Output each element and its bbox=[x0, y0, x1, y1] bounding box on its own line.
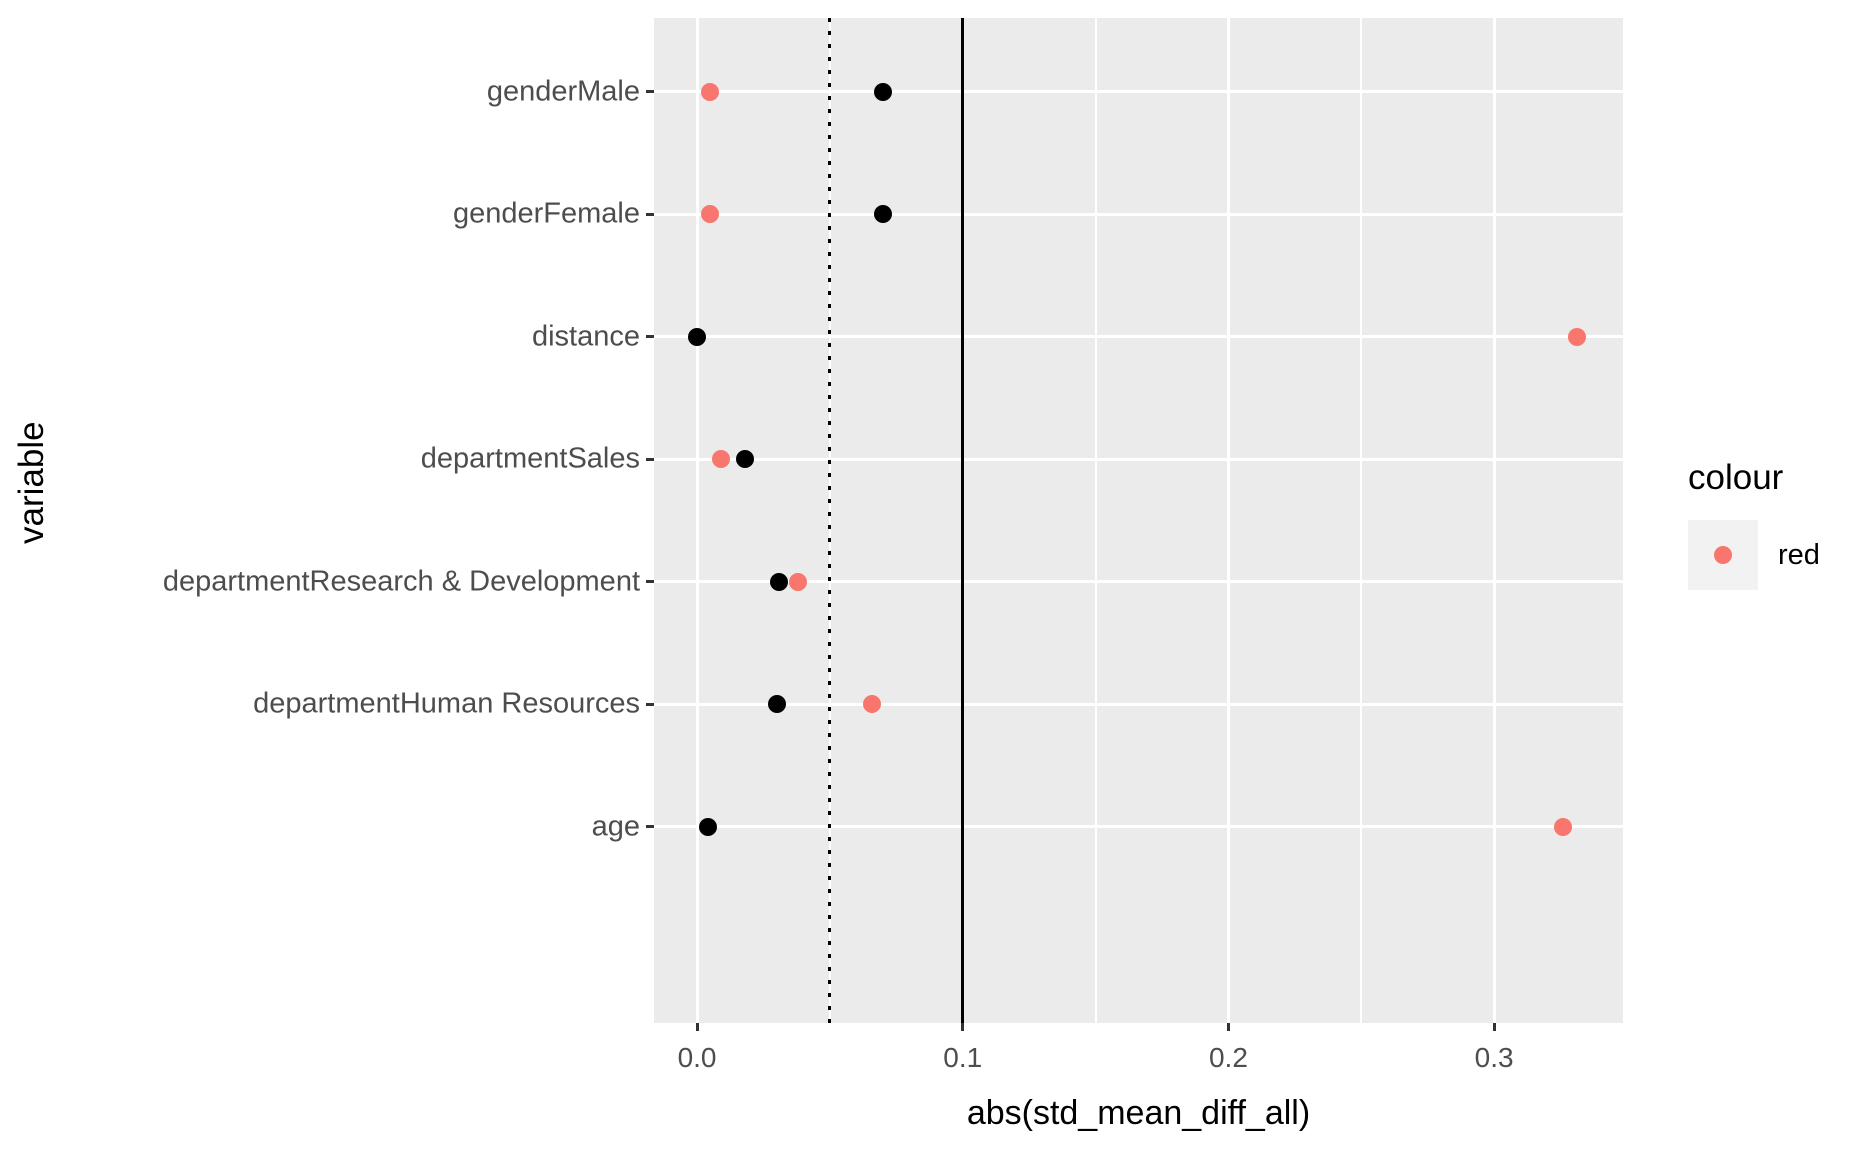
x-axis-tick bbox=[695, 1023, 699, 1031]
y-axis-tick bbox=[646, 580, 654, 584]
vertical-major-gridline bbox=[695, 18, 699, 1023]
x-tick-label: 0.0 bbox=[677, 1042, 717, 1073]
data-point-red bbox=[1554, 817, 1573, 836]
data-point-red bbox=[863, 695, 882, 714]
legend-point-icon bbox=[1714, 546, 1732, 564]
horizontal-gridline bbox=[654, 457, 1623, 461]
y-tick-label: age bbox=[591, 810, 640, 843]
data-point-red bbox=[1567, 327, 1586, 346]
data-point-red bbox=[711, 450, 730, 469]
data-point-black bbox=[735, 450, 754, 469]
data-point-black bbox=[698, 817, 717, 836]
y-tick-label: departmentHuman Resources bbox=[253, 687, 640, 720]
y-axis-title: variable bbox=[12, 421, 51, 544]
horizontal-gridline bbox=[654, 702, 1623, 706]
data-point-black bbox=[767, 695, 786, 714]
y-tick-label: genderFemale bbox=[453, 197, 640, 230]
horizontal-gridline bbox=[654, 580, 1623, 584]
x-tick-label: 0.1 bbox=[943, 1042, 983, 1073]
data-point-red bbox=[701, 82, 720, 101]
reference-line-solid bbox=[961, 18, 965, 1023]
vertical-minor-gridline bbox=[1360, 18, 1363, 1023]
y-axis-tick bbox=[646, 90, 654, 94]
data-point-red bbox=[701, 205, 720, 224]
data-point-black bbox=[770, 572, 789, 591]
x-axis-tick bbox=[1492, 1023, 1496, 1031]
y-tick-label: departmentSales bbox=[420, 442, 640, 475]
data-point-red bbox=[789, 572, 807, 591]
x-axis-tick bbox=[1226, 1023, 1230, 1031]
y-axis-tick bbox=[646, 212, 654, 216]
x-tick-label: 0.2 bbox=[1208, 1042, 1248, 1073]
data-point-black bbox=[874, 205, 893, 224]
legend: colour red bbox=[1688, 458, 1868, 590]
data-point-black bbox=[688, 327, 707, 346]
vertical-minor-gridline bbox=[1094, 18, 1097, 1023]
y-axis-tick bbox=[646, 335, 654, 339]
legend-entry: red bbox=[1688, 520, 1868, 590]
y-axis-tick bbox=[646, 457, 654, 461]
plot-panel bbox=[654, 18, 1623, 1023]
y-tick-label: genderMale bbox=[486, 75, 640, 108]
y-axis-tick bbox=[646, 702, 654, 706]
y-tick-label: distance bbox=[531, 320, 640, 353]
data-point-black bbox=[874, 82, 893, 101]
legend-title: colour bbox=[1688, 458, 1784, 497]
x-tick-label: 0.3 bbox=[1474, 1042, 1514, 1073]
horizontal-gridline bbox=[654, 825, 1623, 829]
x-axis-title: abs(std_mean_diff_all) bbox=[966, 1094, 1311, 1132]
y-axis-tick bbox=[646, 825, 654, 829]
legend-label: red bbox=[1778, 538, 1820, 571]
vertical-major-gridline bbox=[1492, 18, 1496, 1023]
vertical-major-gridline bbox=[1226, 18, 1230, 1023]
x-axis-tick bbox=[961, 1023, 965, 1031]
horizontal-gridline bbox=[654, 335, 1623, 339]
legend-key bbox=[1688, 520, 1758, 590]
y-tick-label: departmentResearch & Development bbox=[162, 565, 640, 598]
horizontal-gridline bbox=[654, 212, 1623, 216]
reference-line-dotted bbox=[828, 18, 832, 1023]
horizontal-gridline bbox=[654, 90, 1623, 94]
